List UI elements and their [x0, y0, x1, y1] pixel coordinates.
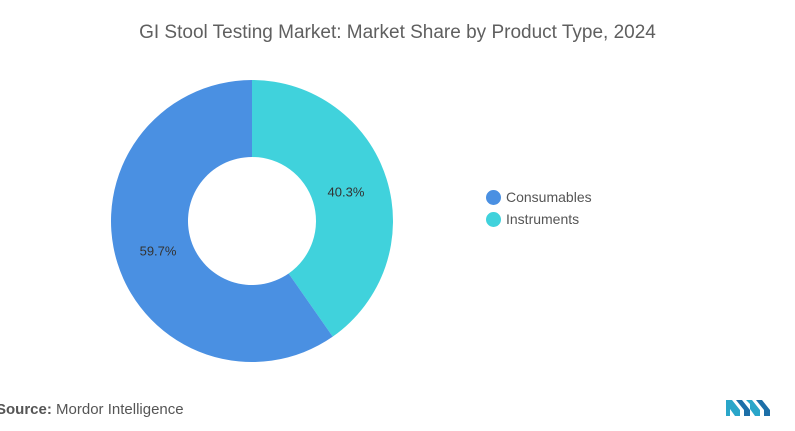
slice-consumables: [110, 80, 333, 362]
legend-item-consumables: Consumables: [486, 186, 592, 208]
source-text: Mordor Intelligence: [56, 401, 184, 418]
legend-label-consumables: Consumables: [506, 189, 592, 205]
mordor-intelligence-logo-icon: [726, 400, 770, 416]
source-note: Source: Mordor Intelligence: [0, 401, 184, 418]
legend-swatch-instruments: [486, 211, 501, 227]
chart-title: GI Stool Testing Market: Market Share by…: [139, 22, 656, 43]
legend-item-instruments: Instruments: [486, 208, 592, 230]
legend-swatch-consumables: [486, 189, 501, 205]
slice-label-instruments: 40.3%: [328, 184, 365, 199]
legend: Consumables Instruments: [486, 186, 592, 230]
source-prefix: Source:: [0, 401, 52, 418]
legend-label-instruments: Instruments: [506, 211, 580, 227]
slice-instruments: [252, 80, 393, 337]
slice-label-consumables: 59.7%: [140, 244, 177, 259]
